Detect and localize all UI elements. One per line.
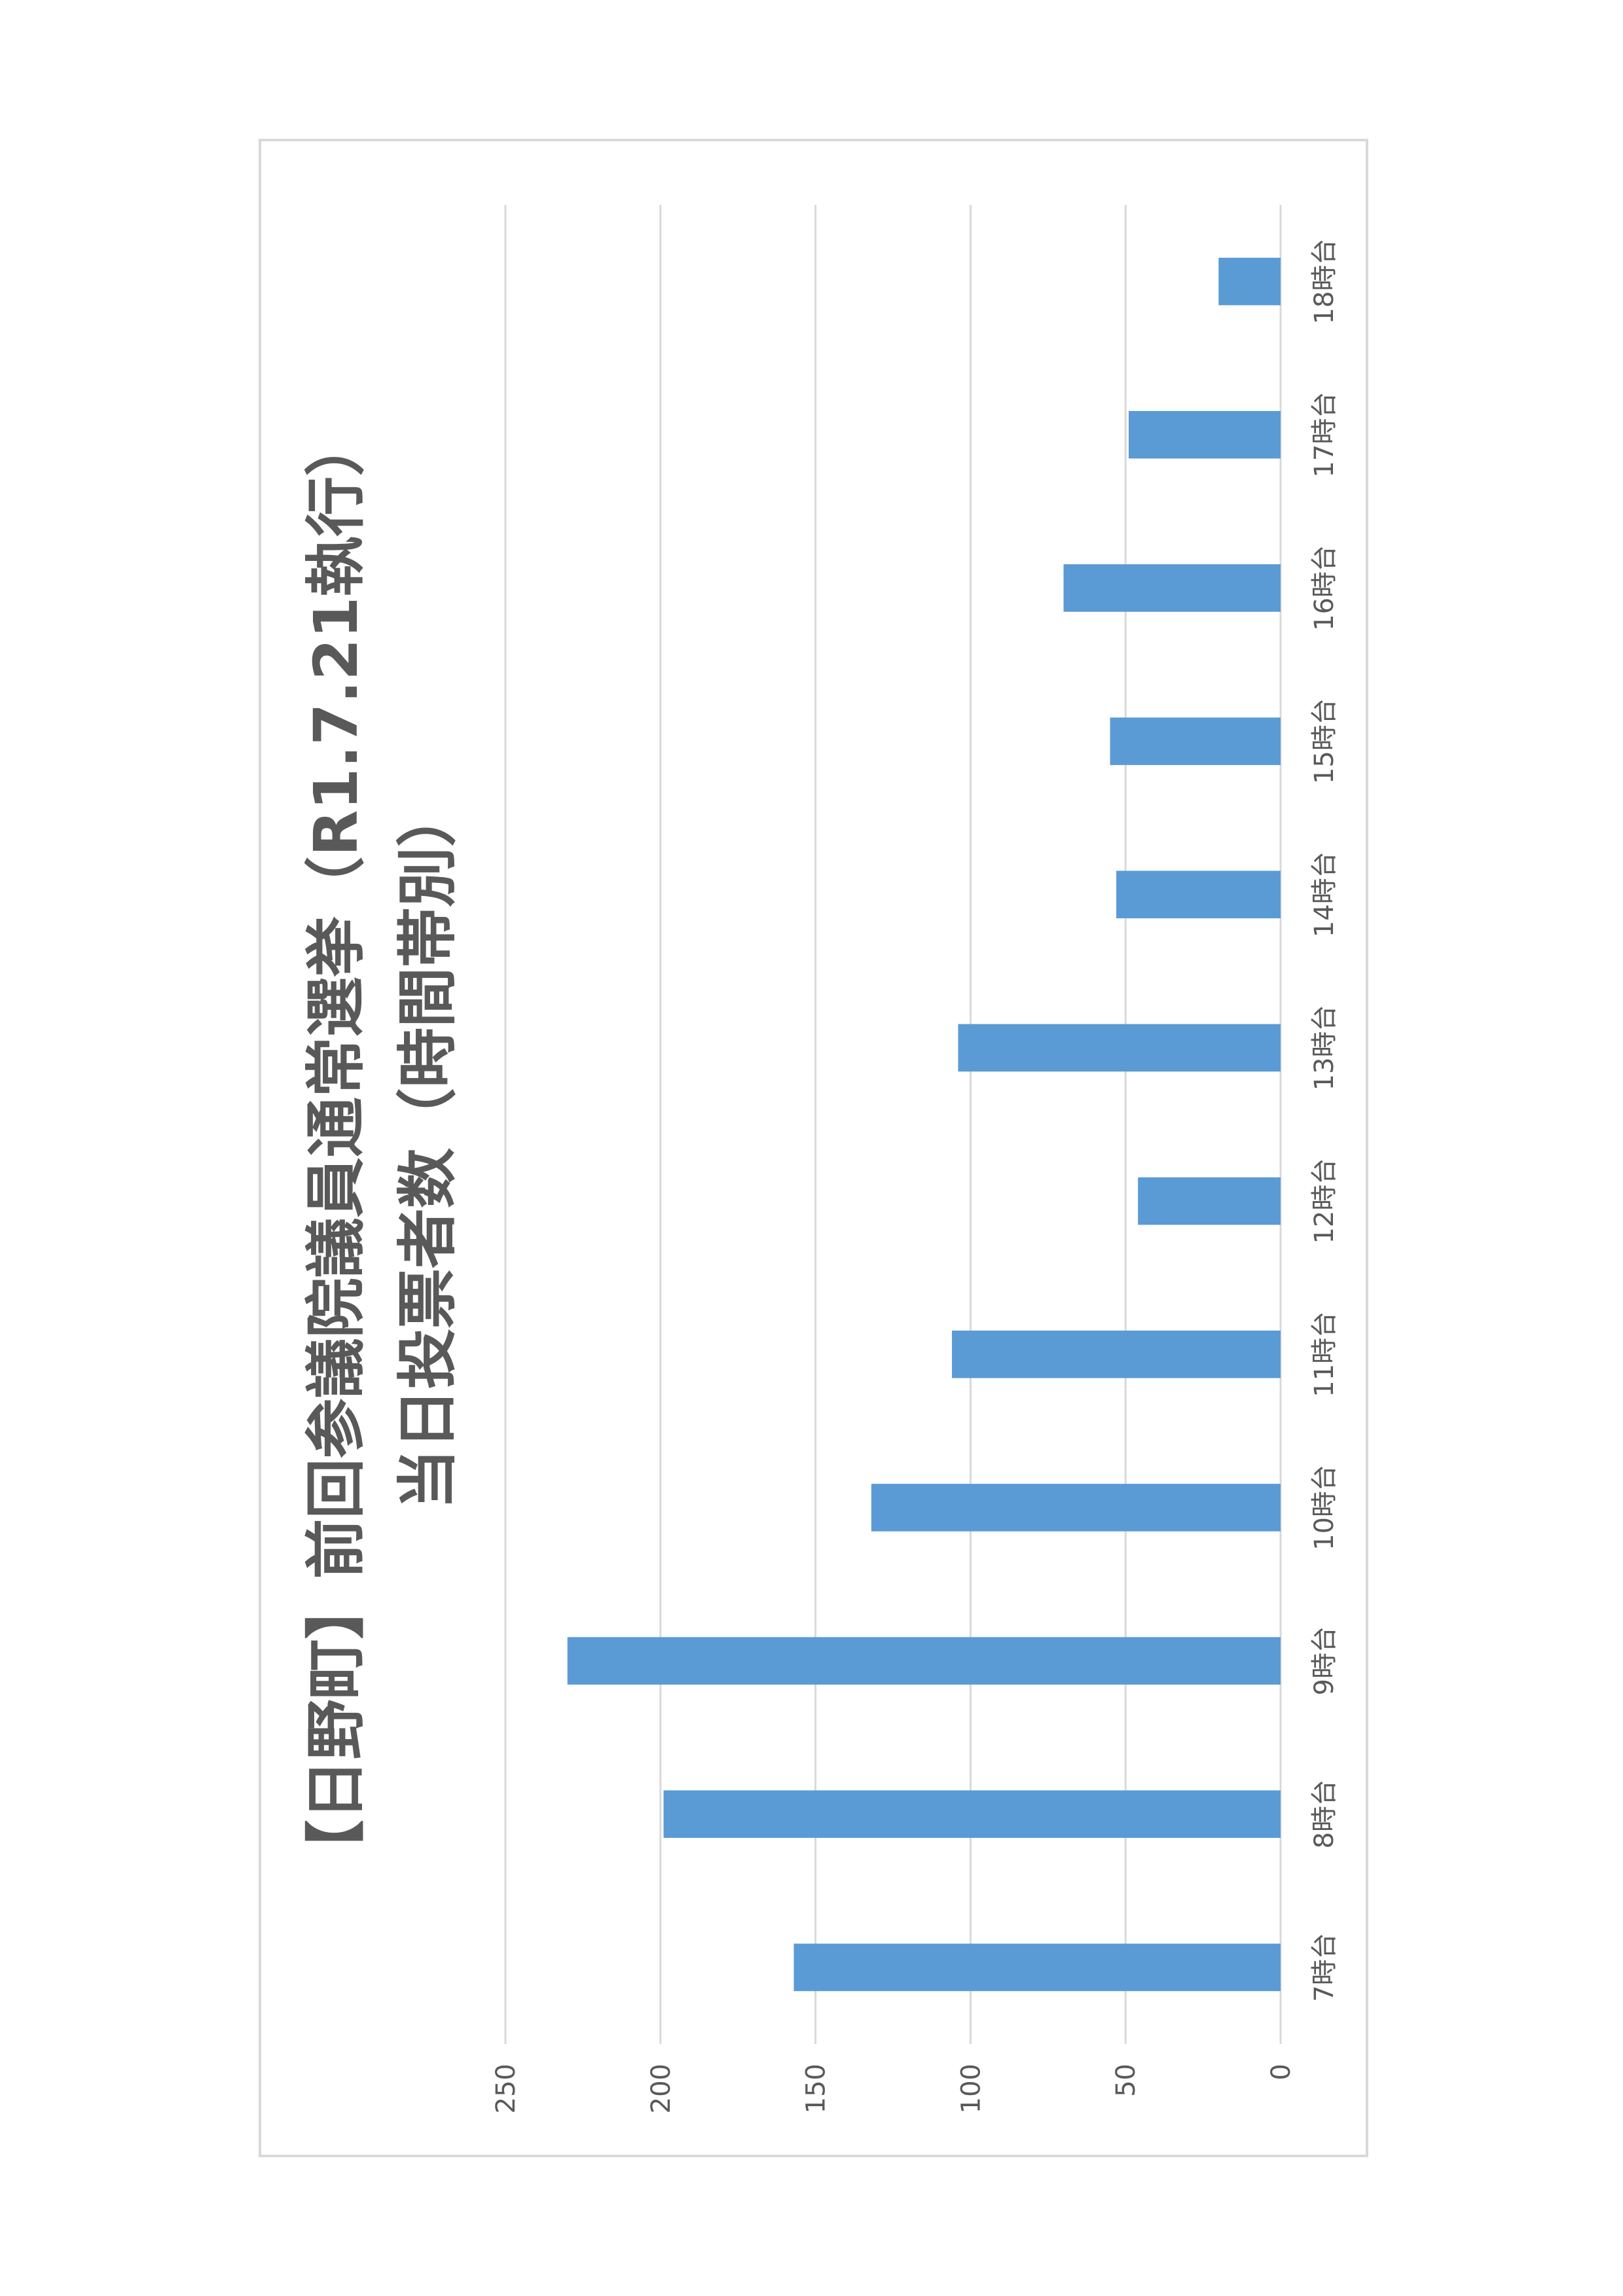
category-tick-label: 13時台 <box>1309 1005 1340 1090</box>
category-tick-label: 11時台 <box>1309 1312 1340 1397</box>
value-axis-labels: 0 50 100 150 200 250 <box>491 2064 1296 2113</box>
bar <box>1063 564 1281 612</box>
chart-title-line-2: 当日投票者数（時間帯別） <box>393 787 463 1509</box>
category-tick-label: 12時台 <box>1309 1158 1340 1244</box>
value-tick-label: 150 <box>801 2064 831 2113</box>
bar <box>1128 410 1281 459</box>
value-tick-label: 100 <box>956 2064 986 2113</box>
bar <box>793 1943 1281 1992</box>
bar <box>1110 717 1281 765</box>
bar <box>951 1330 1281 1378</box>
category-tick-label: 10時台 <box>1309 1465 1340 1551</box>
category-tick-label: 14時台 <box>1309 852 1340 937</box>
category-tick-label: 17時台 <box>1309 392 1340 478</box>
chart-title-line-1: 【日野町】前回参議院議員通常選挙（R1.7.21執行） <box>301 416 371 1880</box>
chart-title: 【日野町】前回参議院議員通常選挙（R1.7.21執行） 当日投票者数（時間帯別） <box>301 416 463 1880</box>
category-axis-labels: 7時台 8時台 9時台 10時台 11時台 12時台 13時台 14時台 15時台 16時台 17時… <box>1309 239 1340 2002</box>
bars <box>567 257 1281 1992</box>
category-tick-label: 15時台 <box>1309 698 1340 784</box>
value-tick-label: 50 <box>1111 2064 1141 2097</box>
bar <box>958 1024 1281 1072</box>
bar <box>1116 870 1281 919</box>
bar <box>871 1484 1281 1532</box>
value-tick-label: 250 <box>491 2064 521 2113</box>
bar <box>1138 1177 1281 1225</box>
value-tick-label: 0 <box>1266 2064 1296 2080</box>
gridlines <box>504 205 1282 2044</box>
category-tick-label: 18時台 <box>1309 239 1340 325</box>
category-tick-label: 7時台 <box>1309 1933 1340 2001</box>
category-tick-label: 9時台 <box>1309 1626 1340 1695</box>
bar <box>663 1790 1281 1839</box>
bar <box>1218 257 1281 306</box>
value-tick-label: 200 <box>646 2064 676 2113</box>
bar <box>567 1637 1281 1685</box>
category-tick-label: 16時台 <box>1309 545 1340 631</box>
category-tick-label: 8時台 <box>1309 1780 1340 1848</box>
